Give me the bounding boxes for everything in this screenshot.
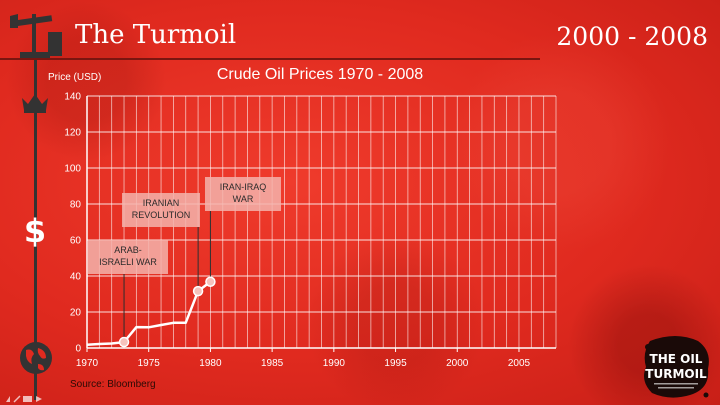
y-tick-label: 80 <box>70 200 82 211</box>
annotation-label: IRAN-IRAQ <box>220 182 267 192</box>
annotation-label: ISRAELI WAR <box>99 257 157 267</box>
header-divider <box>0 58 540 60</box>
page-title: The Turmoil <box>75 20 237 50</box>
y-tick-label: 140 <box>64 92 81 103</box>
annotation-label: IRANIAN <box>143 198 180 208</box>
x-tick-label: 2000 <box>446 358 469 369</box>
data-point-marker <box>192 285 204 297</box>
oil-turmoil-logo: THE OIL TURMOIL <box>644 336 709 398</box>
x-tick-label: 2005 <box>508 358 531 369</box>
source-note: Source: Bloomberg <box>70 379 156 390</box>
x-tick-label: 1990 <box>323 358 346 369</box>
timeline-line <box>34 55 37 400</box>
logo-line-2: TURMOIL <box>645 367 707 381</box>
x-tick-label: 1975 <box>138 358 161 369</box>
crown-icon <box>22 94 48 113</box>
chart-title: Crude Oil Prices 1970 - 2008 <box>216 66 424 83</box>
data-point-marker <box>205 276 216 288</box>
data-point-marker <box>118 336 130 348</box>
svg-text:$: $ <box>24 212 46 248</box>
oil-pump-icon <box>10 14 62 58</box>
annotation-box <box>205 177 281 211</box>
year-range: 2000 - 2008 <box>556 22 708 51</box>
y-tick-label: 20 <box>70 308 82 319</box>
y-tick-label: 100 <box>64 164 81 175</box>
globe-icon <box>20 342 52 374</box>
dollar-icon: $ <box>24 212 46 248</box>
annotation-box <box>122 193 200 227</box>
price-series-line <box>86 280 212 347</box>
x-tick-label: 1970 <box>76 358 99 369</box>
y-axis-label: Price (USD) <box>48 72 102 83</box>
logo-line-1: THE OIL <box>650 352 703 366</box>
y-tick-label: 120 <box>64 128 81 139</box>
annotation-label: WAR <box>233 194 254 204</box>
y-tick-label: 40 <box>70 272 82 283</box>
x-tick-label: 1980 <box>199 358 222 369</box>
x-tick-label: 1995 <box>384 358 407 369</box>
y-tick-label: 0 <box>75 344 81 355</box>
y-tick-label: 60 <box>70 236 82 247</box>
annotation-box <box>88 240 168 274</box>
annotation-label: REVOLUTION <box>132 210 191 220</box>
x-tick-label: 1985 <box>261 358 284 369</box>
annotation-label: ARAB- <box>114 245 142 255</box>
slide-toolbar[interactable] <box>4 394 44 404</box>
